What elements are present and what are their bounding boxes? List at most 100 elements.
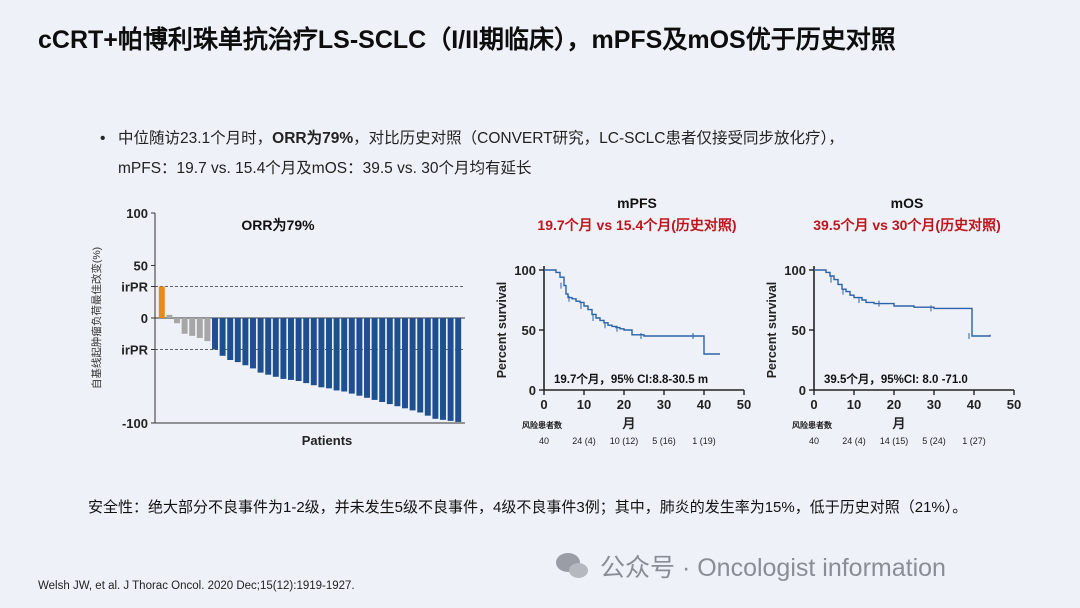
os-x-label: 月 bbox=[891, 416, 905, 431]
pfs-x-tick-label: 30 bbox=[657, 397, 671, 412]
pfs-risk-value: 5 (16) bbox=[652, 436, 676, 446]
summary-bullet: • 中位随访23.1个月时，ORR为79%，对比历史对照（CONVERT研究，L… bbox=[100, 124, 1020, 184]
waterfall-y-label: 自基线起肿瘤负荷最佳改变(%) bbox=[90, 247, 103, 389]
os-risk-value: 24 (4) bbox=[842, 436, 866, 446]
os-risk-value: 1 (27) bbox=[962, 436, 986, 446]
bullet-text-3: ，对比历史对照（CONVERT研究，LC-SCLC患者仅接受同步放化疗）， bbox=[353, 130, 844, 147]
waterfall-bar bbox=[227, 318, 234, 360]
waterfall-bar bbox=[219, 318, 226, 356]
waterfall-bar bbox=[265, 318, 272, 375]
waterfall-bar bbox=[341, 318, 348, 392]
waterfall-bar bbox=[417, 318, 424, 413]
waterfall-bar bbox=[166, 314, 173, 318]
waterfall-bar bbox=[189, 318, 196, 336]
pfs-risk-value: 10 (12) bbox=[610, 436, 639, 446]
os-risk-value: 5 (24) bbox=[922, 436, 946, 446]
waterfall-bar bbox=[364, 318, 370, 398]
pfs-y-tick-label: 100 bbox=[514, 263, 536, 278]
pfs-survival-curve bbox=[544, 269, 720, 355]
waterfall-bar bbox=[333, 318, 340, 391]
pfs-risk-label: 风险患者数 bbox=[522, 420, 563, 430]
pfs-risk-value: 1 (19) bbox=[692, 436, 716, 446]
waterfall-bar bbox=[348, 318, 355, 394]
waterfall-bar bbox=[204, 318, 211, 342]
pfs-y-tick-label: 50 bbox=[522, 323, 536, 338]
os-risk-value: 14 (15) bbox=[880, 436, 909, 446]
waterfall-bar bbox=[288, 318, 294, 380]
pfs-x-tick-label: 0 bbox=[540, 397, 547, 412]
watermark-text: 公众号 · Oncologist information bbox=[600, 554, 946, 582]
waterfall-y-tick-label: -100 bbox=[122, 416, 148, 431]
pfs-title: mPFS bbox=[617, 195, 657, 211]
waterfall-bar bbox=[295, 318, 302, 381]
os-x-tick-label: 0 bbox=[810, 397, 817, 412]
waterfall-bar bbox=[394, 318, 401, 407]
pfs-y-tick-label: 0 bbox=[529, 383, 536, 398]
waterfall-bar bbox=[196, 318, 203, 338]
os-x-tick-label: 30 bbox=[927, 397, 941, 412]
waterfall-bar bbox=[181, 318, 188, 334]
pfs-x-tick-label: 10 bbox=[577, 397, 591, 412]
os-x-tick-label: 50 bbox=[1007, 397, 1021, 412]
waterfall-bar bbox=[402, 318, 408, 409]
waterfall-bar bbox=[310, 318, 317, 386]
bullet-line-2: mPFS：19.7 vs. 15.4个月及mOS：39.5 vs. 30个月均有… bbox=[118, 160, 532, 177]
pfs-subtitle: 19.7个月 vs 15.4个月(历史对照) bbox=[537, 217, 736, 233]
waterfall-bar bbox=[424, 318, 431, 416]
waterfall-bar bbox=[326, 318, 332, 389]
waterfall-bar bbox=[212, 318, 218, 350]
reference-citation: Welsh JW, et al. J Thorac Oncol. 2020 De… bbox=[38, 580, 355, 592]
pfs-annotation: 19.7个月，95% CI:8.8-30.5 m bbox=[554, 372, 708, 386]
os-survival-curve bbox=[814, 269, 991, 337]
waterfall-bar bbox=[158, 286, 165, 318]
waterfall-bar bbox=[257, 318, 264, 373]
os-x-tick-label: 20 bbox=[887, 397, 901, 412]
waterfall-bar bbox=[379, 318, 386, 402]
os-y-tick-label: 100 bbox=[784, 263, 806, 278]
waterfall-bar bbox=[250, 318, 256, 369]
bullet-marker: • bbox=[100, 130, 106, 147]
os-x-tick-label: 40 bbox=[967, 397, 981, 412]
pfs-chart: mPFS 19.7个月 vs 15.4个月(历史对照) 0 50 100 0 10 20 30 4… bbox=[495, 195, 751, 446]
pfs-x-label: 月 bbox=[621, 416, 635, 431]
os-y-tick-label: 50 bbox=[792, 323, 806, 338]
safety-note: 安全性：绝大部分不良事件为1-2级，并未发生5级不良事件，4级不良事件3例；其中… bbox=[88, 499, 968, 516]
os-x-tick-label: 10 bbox=[847, 397, 861, 412]
waterfall-bar bbox=[455, 318, 462, 422]
waterfall-bar bbox=[242, 318, 249, 366]
bullet-line-1: 中位随访23.1个月时，ORR为79%，对比历史对照（CONVERT研究，LC-… bbox=[100, 124, 1020, 154]
waterfall-bar bbox=[234, 318, 241, 363]
pfs-y-label: Percent survival bbox=[495, 282, 509, 379]
waterfall-chart: 100 50 irPR 0 irPR -100 ORR为79% Patients 自基线起肿瘤负… bbox=[90, 206, 465, 448]
waterfall-bar bbox=[272, 318, 279, 377]
waterfall-bar bbox=[440, 318, 446, 420]
waterfall-y-tick-label: irPR bbox=[121, 280, 148, 295]
slide-title: cCRT+帕博利珠单抗治疗LS-SCLC（I/II期临床），mPFS及mOS优于… bbox=[38, 26, 896, 54]
wechat-logo-icon bbox=[556, 553, 590, 579]
os-annotation: 39.5个月，95%CI: 8.0 -71.0 bbox=[824, 372, 968, 386]
os-y-tick-label: 0 bbox=[799, 383, 806, 398]
waterfall-bar bbox=[371, 318, 378, 400]
os-risk-value: 40 bbox=[809, 436, 819, 446]
os-y-label: Percent survival bbox=[765, 282, 779, 379]
waterfall-bar bbox=[318, 318, 325, 388]
os-chart: mOS 39.5个月 vs 30个月(历史对照) 0 50 100 0 10 20 30 40 50… bbox=[765, 195, 1021, 446]
waterfall-x-label: Patients bbox=[302, 433, 353, 448]
pfs-x-tick-label: 50 bbox=[737, 397, 751, 412]
pfs-x-tick-label: 40 bbox=[697, 397, 711, 412]
waterfall-bar bbox=[432, 318, 439, 419]
waterfall-bar bbox=[303, 318, 310, 384]
waterfall-bar bbox=[447, 318, 454, 421]
os-title: mOS bbox=[891, 195, 924, 211]
waterfall-bar bbox=[280, 318, 287, 379]
bullet-orr: ORR为79% bbox=[272, 130, 354, 147]
waterfall-bar bbox=[174, 318, 180, 324]
waterfall-title: ORR为79% bbox=[241, 217, 315, 233]
os-subtitle: 39.5个月 vs 30个月(历史对照) bbox=[813, 217, 1001, 233]
waterfall-y-tick-label: 100 bbox=[126, 206, 148, 221]
waterfall-bar bbox=[409, 318, 416, 411]
waterfall-y-tick-label: 0 bbox=[141, 311, 148, 326]
watermark: 公众号 · Oncologist information bbox=[556, 548, 946, 584]
waterfall-bar bbox=[356, 318, 363, 396]
bullet-text-1: 中位随访23.1个月时， bbox=[118, 130, 273, 147]
